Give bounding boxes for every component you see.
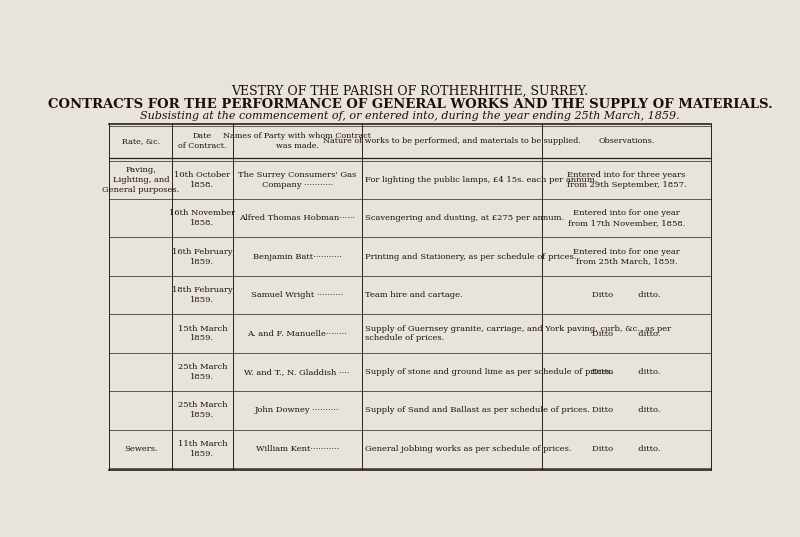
Text: General jobbing works as per schedule of prices.: General jobbing works as per schedule of…: [365, 445, 571, 453]
Text: Printing and Stationery, as per schedule of prices.: Printing and Stationery, as per schedule…: [365, 253, 576, 260]
Text: 16th February
1859.: 16th February 1859.: [172, 248, 233, 266]
Text: Supply of stone and ground lime as per schedule of prices.: Supply of stone and ground lime as per s…: [365, 368, 614, 376]
Text: Alfred Thomas Hobman······: Alfred Thomas Hobman······: [239, 214, 355, 222]
Text: 16th November
1858.: 16th November 1858.: [170, 209, 235, 227]
Text: Team hire and cartage.: Team hire and cartage.: [365, 291, 462, 299]
Text: Scavengering and dusting, at £275 per annum.: Scavengering and dusting, at £275 per an…: [365, 214, 564, 222]
Text: Entered into for one year
from 25th March, 1859.: Entered into for one year from 25th Marc…: [573, 248, 680, 266]
Text: Rate, &c.: Rate, &c.: [122, 137, 160, 145]
Text: A. and F. Manuelle········: A. and F. Manuelle········: [247, 330, 347, 338]
Text: Benjamin Batt···········: Benjamin Batt···········: [253, 253, 342, 260]
Text: VESTRY OF THE PARISH OF ROTHERHITHE, SURREY.: VESTRY OF THE PARISH OF ROTHERHITHE, SUR…: [231, 85, 589, 98]
Text: Names of Party with whom Contract
was made.: Names of Party with whom Contract was ma…: [223, 132, 371, 150]
Text: Observations.: Observations.: [598, 137, 654, 145]
Text: 15th March
1859.: 15th March 1859.: [178, 324, 227, 343]
Text: Sewers.: Sewers.: [124, 445, 158, 453]
Text: 10th October
1858.: 10th October 1858.: [174, 171, 230, 189]
Text: W. and T., N. Gladdish ····: W. and T., N. Gladdish ····: [245, 368, 350, 376]
Text: 11th March
1859.: 11th March 1859.: [178, 440, 227, 458]
Text: For lighting the public lamps, £4 15s. each per annum.: For lighting the public lamps, £4 15s. e…: [365, 176, 598, 184]
Text: Subsisting at the commencement of, or entered into, during the year ending 25th : Subsisting at the commencement of, or en…: [140, 111, 680, 121]
Text: Ditto   ditto.: Ditto ditto.: [592, 330, 661, 338]
Text: Entered into for three years
from 29th September, 1857.: Entered into for three years from 29th S…: [566, 171, 686, 189]
Text: William Kent···········: William Kent···········: [256, 445, 339, 453]
Text: 25th March
1859.: 25th March 1859.: [178, 363, 227, 381]
Text: Supply of Guernsey granite, carriage, and York paving, curb, &c., as per
schedul: Supply of Guernsey granite, carriage, an…: [365, 324, 671, 343]
Text: Samuel Wright ··········: Samuel Wright ··········: [251, 291, 343, 299]
Text: Paving,
Lighting, and
General purposes.: Paving, Lighting, and General purposes.: [102, 166, 179, 194]
Text: Ditto   ditto.: Ditto ditto.: [592, 291, 661, 299]
Text: 25th March
1859.: 25th March 1859.: [178, 402, 227, 419]
Text: Date
of Contract.: Date of Contract.: [178, 132, 226, 150]
Text: The Surrey Consumers' Gas
Company ···········: The Surrey Consumers' Gas Company ······…: [238, 171, 356, 189]
Text: Ditto   ditto.: Ditto ditto.: [592, 445, 661, 453]
Text: Entered into for one year
from 17th November, 1858.: Entered into for one year from 17th Nove…: [568, 209, 685, 227]
Text: John Downey ··········: John Downey ··········: [255, 407, 339, 415]
Text: Nature of works to be performed, and materials to be supplied.: Nature of works to be performed, and mat…: [323, 137, 581, 145]
Text: 18th February
1859.: 18th February 1859.: [172, 286, 233, 304]
Text: Ditto   ditto.: Ditto ditto.: [592, 368, 661, 376]
Text: Supply of Sand and Ballast as per schedule of prices.: Supply of Sand and Ballast as per schedu…: [365, 407, 590, 415]
Text: CONTRACTS FOR THE PERFORMANCE OF GENERAL WORKS AND THE SUPPLY OF MATERIALS.: CONTRACTS FOR THE PERFORMANCE OF GENERAL…: [48, 98, 772, 111]
Text: Ditto   ditto.: Ditto ditto.: [592, 407, 661, 415]
